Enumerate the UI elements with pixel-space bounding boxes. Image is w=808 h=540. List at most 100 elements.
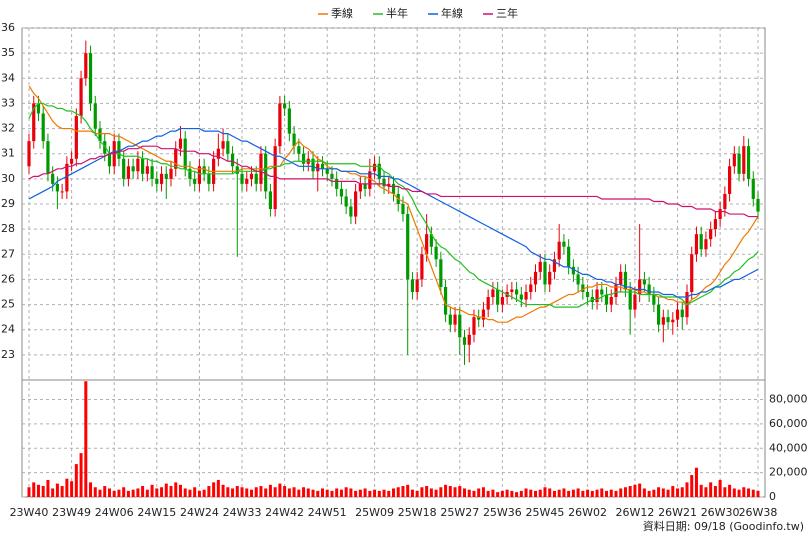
candle-body [467,334,471,345]
candle-body [183,138,187,169]
candle-body [623,271,628,290]
volume-bar [562,488,566,497]
x-tick-label: 24W51 [308,506,347,519]
volume-bar [676,488,680,497]
candle-body [690,254,694,292]
candle-body [751,178,755,199]
volume-bar [292,487,296,497]
candle-body [500,297,504,305]
volume-bar [339,489,343,497]
volume-bar [174,482,178,497]
volume-bar [65,478,69,497]
legend-label: 季線 [331,6,353,20]
candle-body [65,163,69,192]
volume-bar [358,489,362,497]
volume-bar [548,488,552,497]
candle-body [207,173,211,184]
candle-body [510,289,514,292]
candle-body [552,259,557,272]
volume-bar [694,467,698,497]
candle-body [178,138,183,149]
x-tick-label: 25W18 [398,506,437,519]
volume-bar [742,487,746,497]
volume-bar [264,488,268,497]
candle-body [477,317,481,320]
candle-body [443,286,448,315]
candle-body [609,297,613,305]
volume-bar [249,489,253,497]
candle-body [287,108,291,134]
volume-bar [89,482,93,497]
candle-body [103,141,107,154]
volume-bar [349,488,353,497]
volume-bar [420,487,424,497]
candle-body [358,183,362,192]
volume-bar [150,484,154,497]
candle-body [642,279,646,285]
candle-body [581,284,585,292]
volume-bar [178,484,182,497]
volume-bar [406,484,410,497]
volume-bar [51,488,55,497]
volume-bar [609,489,613,497]
candle-body [680,309,684,318]
candle-body [240,173,244,184]
candle-body [694,234,699,255]
volume-bar [519,490,523,497]
candle-body [481,309,486,320]
candle-body [666,317,670,323]
candle-body [188,168,192,179]
candle-body [55,183,60,192]
candle-body [429,234,433,247]
volume-bar [671,486,675,497]
candle-body [278,103,282,147]
candle-body [254,173,258,184]
volume-bar [202,489,206,497]
volume-bar [164,483,168,497]
volume-bar [46,479,50,497]
volume-bar [728,484,732,497]
candle-body [60,191,64,193]
volume-bar [302,487,306,497]
volume-bar [657,487,661,497]
volume-bar [723,487,727,497]
candle-body [699,234,703,250]
volume-bar [273,487,277,497]
candle-body [141,158,145,174]
volume-bar [448,486,452,497]
candle-body [36,103,41,114]
candle-body [647,284,651,295]
candle-body [84,53,88,79]
candle-body [727,166,732,194]
y2-tick-label: 80,000 [769,393,808,406]
volume-bar [425,486,429,497]
volume-bar [316,490,320,497]
volume-bar [330,490,334,497]
candle-body [150,166,154,179]
volume-bar [704,487,708,497]
candle-body [70,158,74,164]
volume-bar [477,488,481,497]
volume-bar [131,489,135,497]
volume-bar [552,490,556,497]
candle-body [462,337,467,345]
candle-body [268,191,273,210]
volume-bar [221,484,225,497]
volume-bar [354,490,358,497]
candle-body [27,141,31,167]
candle-body [585,292,590,298]
x-tick-label: 25W36 [483,506,522,519]
volume-bar [79,453,83,497]
volume-bar [60,486,64,497]
volume-bar [467,489,471,497]
y-tick-label: 24 [1,323,15,336]
x-tick-label: 24W06 [95,506,134,519]
volume-bar [226,487,230,497]
candle-body [46,141,50,174]
volume-bar [387,490,391,497]
candle-body [235,166,239,174]
volume-bar [363,488,367,497]
candle-body [723,193,727,210]
volume-bar [117,489,121,497]
volume-bar [32,482,36,497]
